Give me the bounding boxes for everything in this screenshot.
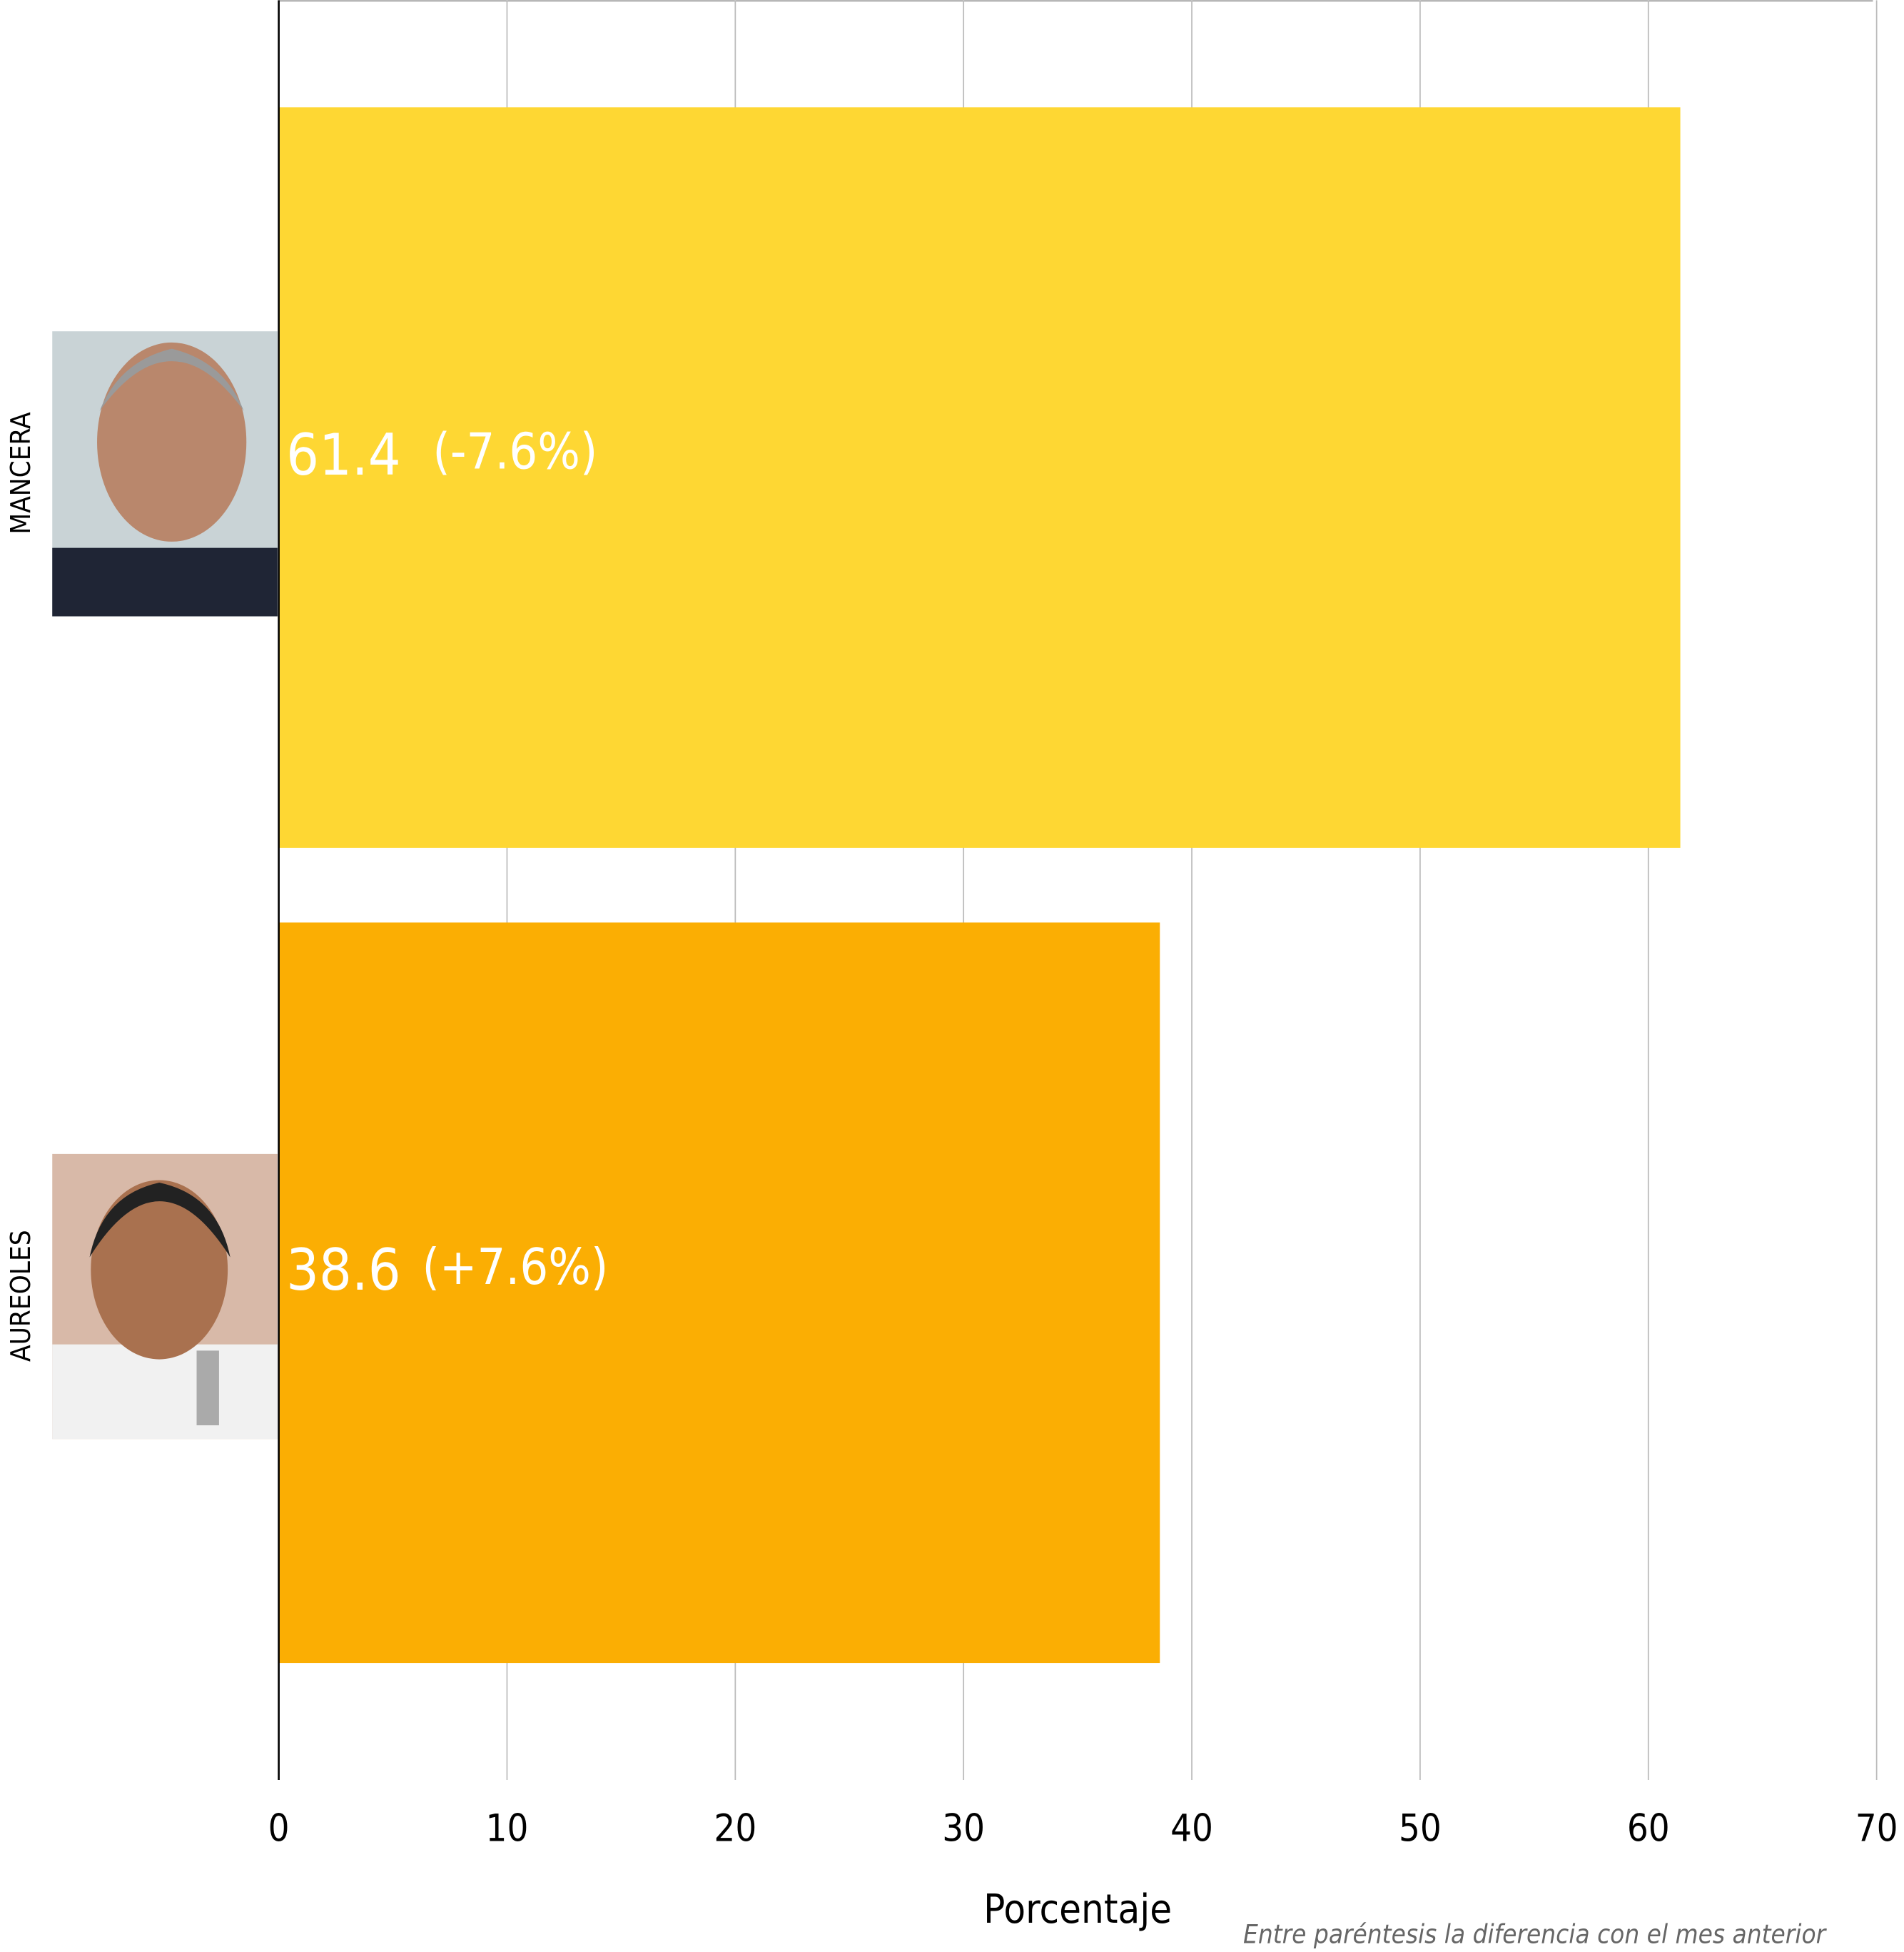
photo-aureoles (52, 1153, 278, 1440)
note: Entre paréntesis la diferencia con el me… (1243, 1918, 1828, 1949)
x-tick-label: 20 (714, 1806, 756, 1850)
bar (278, 922, 1160, 1664)
change-label: (-7.6%) (432, 423, 597, 481)
value-label: 61.4 (286, 422, 401, 488)
x-tick-label: 10 (486, 1806, 529, 1850)
x-tick-label: 60 (1627, 1806, 1670, 1850)
bar (278, 107, 1681, 848)
x-tick-label: 50 (1399, 1806, 1442, 1850)
category-label: AUREOLES (5, 1230, 37, 1362)
change-label: (+7.6%) (422, 1238, 608, 1296)
x-tick-label: 30 (942, 1806, 985, 1850)
photo-mancera (52, 331, 278, 617)
x-tick-label: 40 (1170, 1806, 1213, 1850)
x-tick-label: 70 (1855, 1806, 1898, 1850)
category-label: MANCERA (5, 412, 37, 535)
x-tick-label: 0 (268, 1806, 290, 1850)
axis-title: Porcentaje (983, 1886, 1172, 1933)
value-label: 38.6 (286, 1237, 401, 1303)
